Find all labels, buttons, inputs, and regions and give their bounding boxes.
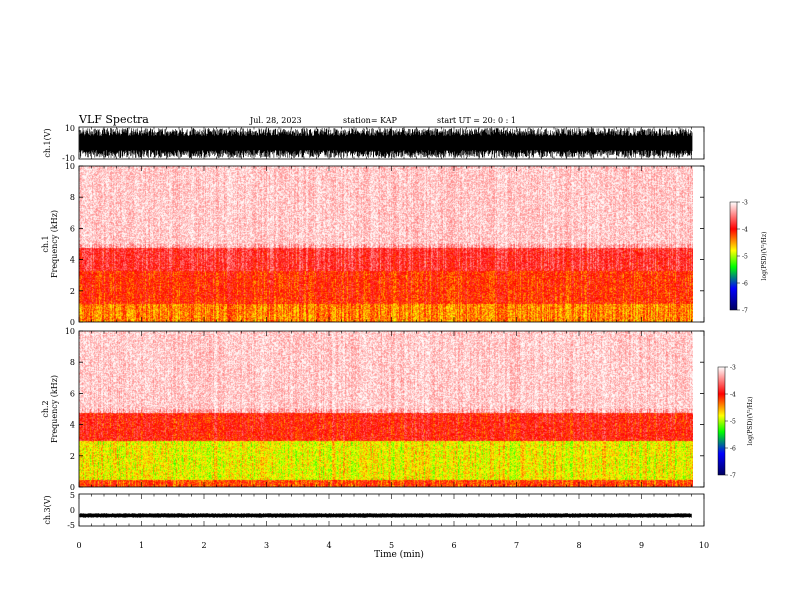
ch1-spectrogram-image <box>79 166 693 322</box>
xtick-label: 5 <box>389 541 394 550</box>
ch3-waveform-ylabel: ch.3(V) <box>43 495 52 524</box>
ch1-colorbar: -3 -4 -5 -6 -7 log(PSD)(V²/Hz) <box>729 200 768 315</box>
colorbar-tick-label: -3 <box>742 200 748 207</box>
xtick-label: 6 <box>451 541 456 550</box>
ytick-label: 10 <box>65 327 75 336</box>
ytick-label: 0 <box>70 483 75 492</box>
ytick-label: 2 <box>70 287 75 296</box>
ch3-waveform-trace <box>79 513 692 518</box>
ch1-waveform-panel: 10 -10 ch.1(V) <box>43 124 705 163</box>
ytick-label: 8 <box>70 193 75 202</box>
ch1-colorbar-label: log(PSD)(V²/Hz) <box>761 232 768 281</box>
xtick-label: 1 <box>139 541 144 550</box>
ytick-label: 4 <box>70 421 75 430</box>
ch3-ytick-mid: 0 <box>70 506 75 515</box>
ch2-spectrogram-image <box>79 331 693 487</box>
ch1-frequency-label: Frequency (kHz) <box>50 210 59 278</box>
ch1-ytick-bottom: -10 <box>62 154 75 163</box>
ch2-spectrogram-panel: 0 2 4 6 8 10 ch.2 Frequency (kHz) <box>41 327 705 492</box>
ytick-label: 10 <box>65 162 75 171</box>
xtick-label: 3 <box>264 541 269 550</box>
ytick-label: 8 <box>70 358 75 367</box>
ch1-colorbar-gradient <box>729 201 738 311</box>
xtick-label: 8 <box>576 541 581 550</box>
colorbar-tick-label: -5 <box>730 419 736 426</box>
xtick-label: 0 <box>76 541 81 550</box>
ch1-ytick-top: 10 <box>65 124 75 133</box>
colorbar-tick-label: -5 <box>742 254 748 261</box>
ch1-spectrogram-yticks: 0 2 4 6 8 10 <box>65 162 704 327</box>
ch3-waveform-panel: 5 0 -5 ch.3(V) <box>43 491 705 530</box>
ch2-colorbar-gradient <box>717 366 726 476</box>
colorbar-tick-label: -6 <box>730 446 736 453</box>
colorbar-tick-label: -3 <box>730 365 736 372</box>
time-axis: 0 1 2 3 4 5 6 7 8 9 10 <box>76 127 709 550</box>
xtick-label: 9 <box>639 541 644 550</box>
ytick-label: 4 <box>70 256 75 265</box>
xtick-label: 10 <box>699 541 709 550</box>
ch1-waveform-line <box>79 128 693 158</box>
colorbar-tick-label: -7 <box>730 473 736 480</box>
colorbar-tick-label: -7 <box>742 308 748 315</box>
ch1-waveform-trace <box>79 128 693 158</box>
ch2-colorbar: -3 -4 -5 -6 -7 log(PSD)(V²/Hz) <box>717 365 754 480</box>
ytick-label: 6 <box>70 389 75 398</box>
ch2-frequency-label: Frequency (kHz) <box>50 375 59 443</box>
date-label: Jul. 28, 2023 <box>249 116 302 125</box>
ch3-ytick-bottom: -5 <box>67 521 75 530</box>
ch3-ytick-top: 5 <box>70 491 75 500</box>
xtick-label: 7 <box>514 541 519 550</box>
station-label: station= KAP <box>343 116 398 125</box>
ytick-label: 2 <box>70 452 75 461</box>
ch1-channel-label: ch.1 <box>41 235 50 252</box>
ytick-label: 0 <box>70 318 75 327</box>
ch1-waveform-ylabel: ch.1(V) <box>43 128 52 157</box>
ch1-colorbar-ticks: -3 -4 -5 -6 -7 <box>737 200 748 315</box>
ch2-spectrogram-yticks: 0 2 4 6 8 10 <box>65 327 704 492</box>
colorbar-tick-label: -4 <box>730 392 736 399</box>
ch2-colorbar-ticks: -3 -4 -5 -6 -7 <box>725 365 736 480</box>
time-axis-label: Time (min) <box>374 549 424 560</box>
start-ut-label: start UT = 20: 0 : 1 <box>437 116 516 125</box>
ytick-label: 6 <box>70 224 75 233</box>
ch3-waveform-line <box>79 513 692 518</box>
chart-title: VLF Spectra <box>78 113 149 126</box>
ch2-colorbar-label: log(PSD)(V²/Hz) <box>747 397 754 446</box>
colorbar-tick-label: -6 <box>742 281 748 288</box>
ch2-channel-label: ch.2 <box>41 400 50 417</box>
xtick-label: 2 <box>201 541 206 550</box>
xtick-label: 4 <box>326 541 331 550</box>
colorbar-tick-label: -4 <box>742 227 748 234</box>
ch1-spectrogram-panel: 0 2 4 6 8 10 ch.1 Frequency (kHz) <box>41 162 705 327</box>
